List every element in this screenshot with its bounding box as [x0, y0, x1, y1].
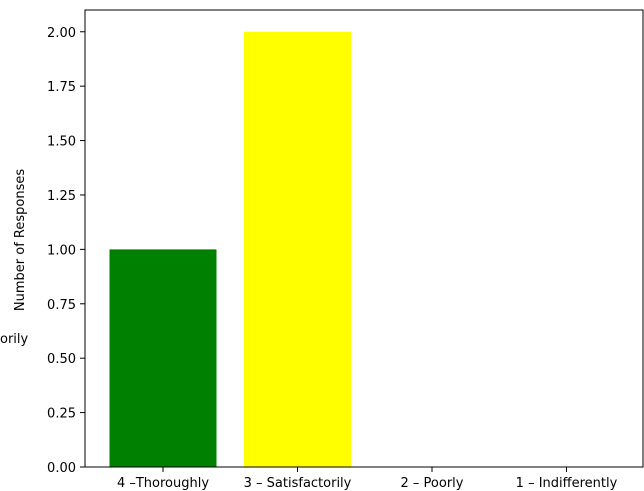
y-axis-ticks: 0.00 0.25 0.50 0.75 1.00 1.25 1.50 1.75 2.00 [47, 26, 85, 476]
y-tick-label: 1.75 [47, 80, 76, 95]
y-tick-label: 0.50 [47, 352, 76, 367]
y-tick-label: 1.00 [47, 243, 76, 258]
x-category-label: 3 – Satisfactorily [244, 476, 352, 491]
y-axis-label: Number of Responses [13, 169, 28, 311]
bar-2 [244, 31, 351, 468]
x-category-label: 4 –Thoroughly [117, 476, 209, 491]
bars-group [109, 31, 351, 468]
y-tick-label: 0.25 [47, 407, 76, 422]
x-category-label: 2 – Poorly [401, 476, 464, 491]
clipped-side-label: orily [0, 332, 29, 347]
plot-frame [84, 9, 644, 468]
bar-1 [109, 249, 217, 467]
y-tick-label: 2.00 [47, 26, 76, 41]
x-category-label: 1 – Indifferently [516, 476, 618, 491]
y-tick-label: 0.75 [47, 298, 76, 313]
y-tick-label: 1.25 [47, 189, 76, 204]
y-tick-label: 1.50 [47, 135, 76, 150]
x-axis-ticks: 4 –Thoroughly 3 – Satisfactorily 2 – Poorl… [117, 467, 618, 491]
y-tick-label: 0.00 [47, 461, 76, 476]
